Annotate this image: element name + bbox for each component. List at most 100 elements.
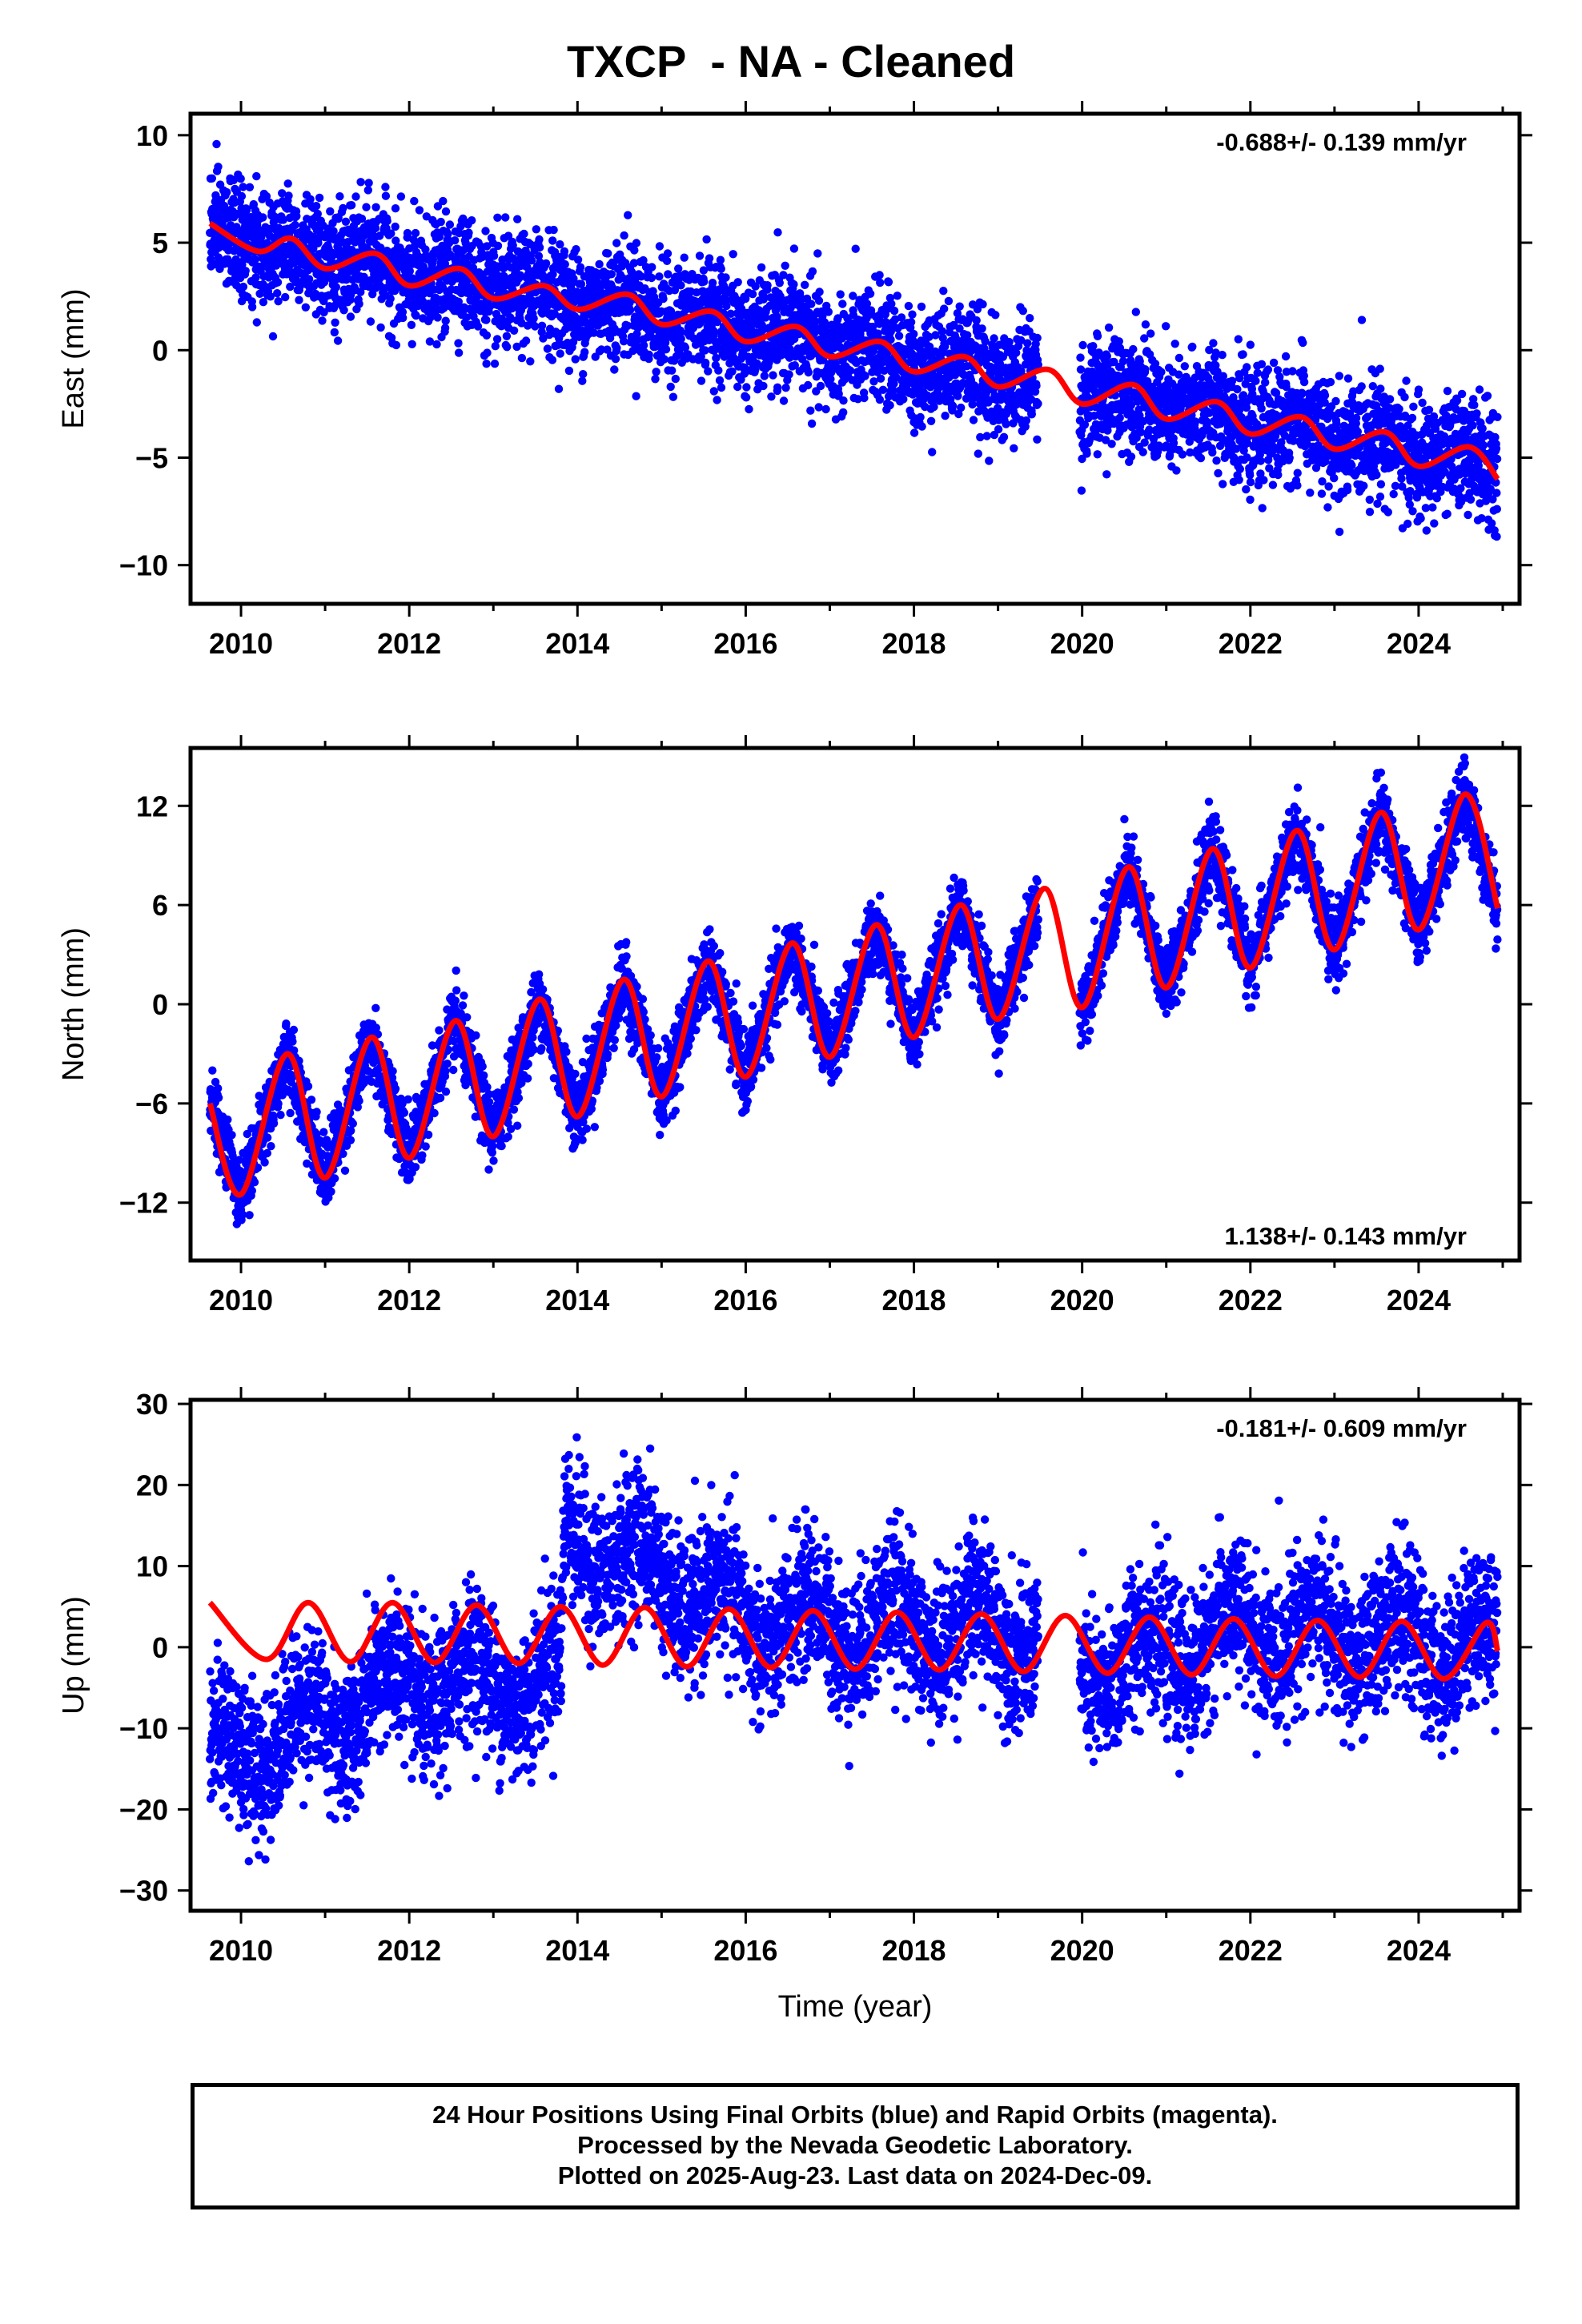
data-point	[387, 229, 396, 238]
data-point	[1212, 456, 1221, 465]
data-point	[999, 432, 1009, 441]
data-point	[239, 183, 247, 191]
data-point	[760, 372, 769, 380]
data-point	[572, 245, 580, 254]
data-point	[733, 382, 742, 392]
data-point	[729, 250, 737, 259]
data-point	[1251, 376, 1260, 385]
data-point	[701, 358, 710, 368]
data-point	[680, 253, 689, 262]
data-point	[652, 368, 661, 376]
data-point	[1157, 368, 1166, 376]
data-point	[351, 192, 360, 201]
data-point	[571, 355, 580, 364]
data-point	[926, 416, 936, 425]
data-point	[655, 272, 664, 281]
data-point	[625, 305, 635, 315]
data-point	[564, 366, 574, 376]
data-point	[715, 376, 725, 385]
data-point	[1141, 320, 1150, 329]
data-point	[904, 301, 913, 311]
data-point	[1357, 316, 1367, 324]
data-point	[1214, 468, 1223, 478]
data-point	[801, 280, 809, 289]
data-point	[982, 432, 991, 440]
data-point	[433, 313, 442, 322]
data-point	[252, 318, 261, 327]
data-point	[1131, 308, 1141, 316]
data-point	[659, 294, 668, 304]
data-point	[461, 239, 470, 247]
data-point	[878, 385, 888, 394]
data-point	[531, 322, 540, 331]
data-point	[851, 244, 860, 253]
data-point	[1188, 342, 1197, 352]
data-point	[1365, 495, 1375, 505]
data-point	[284, 191, 293, 200]
data-point	[1299, 338, 1307, 348]
data-point	[1261, 378, 1270, 387]
data-point	[906, 318, 916, 327]
data-point	[669, 392, 678, 401]
data-point	[339, 203, 347, 213]
data-point	[620, 231, 628, 240]
data-point	[1078, 340, 1087, 350]
data-point	[411, 228, 420, 238]
data-point	[532, 225, 540, 234]
data-point	[876, 278, 885, 287]
data-point	[274, 297, 283, 306]
data-point	[436, 217, 445, 227]
data-point	[1259, 476, 1268, 485]
data-point	[671, 374, 680, 384]
data-point	[661, 345, 671, 354]
data-point	[273, 278, 283, 287]
data-point	[1146, 329, 1155, 338]
data-point	[509, 326, 519, 335]
data-point	[410, 196, 419, 206]
data-point	[1395, 404, 1403, 413]
data-point	[804, 368, 813, 377]
data-point	[708, 279, 717, 287]
data-point	[939, 287, 948, 296]
data-point	[909, 428, 919, 437]
data-point	[662, 256, 672, 265]
data-point	[1138, 448, 1147, 456]
data-point	[611, 355, 620, 364]
data-point	[789, 279, 798, 289]
data-points	[206, 139, 1502, 541]
data-point	[439, 196, 448, 206]
data-point	[1306, 489, 1315, 497]
data-point	[331, 283, 340, 292]
data-point	[421, 245, 430, 254]
data-point	[717, 264, 725, 273]
data-point	[356, 178, 365, 187]
data-point	[1235, 476, 1243, 485]
data-point	[1191, 417, 1200, 426]
data-point	[722, 301, 731, 311]
data-point	[677, 334, 685, 344]
data-point	[1115, 413, 1124, 422]
data-point	[974, 449, 983, 458]
data-point	[539, 334, 548, 343]
data-point	[990, 334, 998, 343]
data-point	[666, 382, 675, 392]
data-point	[391, 340, 401, 350]
data-point	[785, 370, 793, 379]
data-point	[503, 343, 512, 352]
data-point	[391, 222, 400, 231]
data-point	[781, 384, 790, 392]
data-point	[568, 337, 578, 347]
data-point	[252, 171, 261, 181]
data-point	[1324, 482, 1333, 491]
data-point	[994, 424, 1003, 434]
data-point	[1258, 504, 1267, 513]
data-point	[1293, 481, 1302, 490]
data-point	[425, 337, 435, 346]
data-point	[705, 254, 714, 263]
data-point	[757, 263, 766, 272]
data-point	[612, 239, 621, 247]
data-point	[1140, 438, 1149, 447]
data-point	[493, 213, 502, 222]
data-point	[535, 243, 544, 252]
data-point	[326, 207, 335, 216]
